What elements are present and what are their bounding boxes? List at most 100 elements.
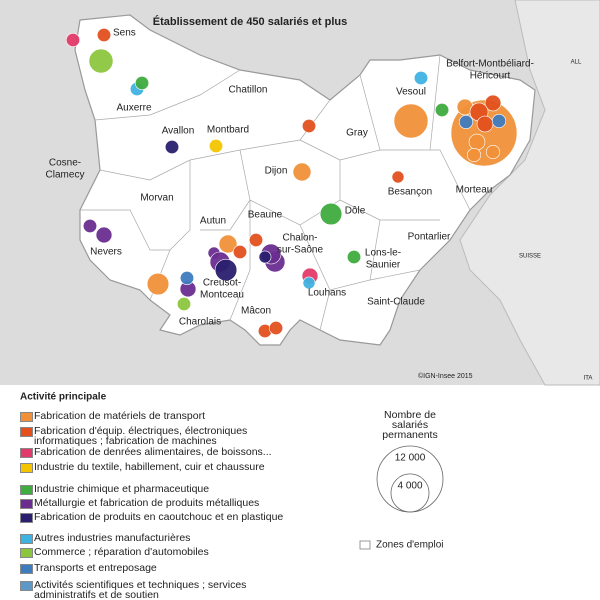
zones-label: Zones d'emploi xyxy=(376,540,444,551)
place-label: Montceau xyxy=(200,290,244,301)
place-label: Vesoul xyxy=(396,87,426,98)
establishment xyxy=(434,102,450,118)
establishment xyxy=(391,170,405,184)
place-label: Saunier xyxy=(366,260,401,271)
place-label: Auxerre xyxy=(116,103,151,114)
legend-swatch xyxy=(20,485,33,495)
place-label: Louhans xyxy=(308,288,346,299)
place-label: Charolais xyxy=(179,317,221,328)
establishment xyxy=(88,48,114,74)
legend-swatch xyxy=(20,499,33,509)
establishment xyxy=(393,103,429,139)
establishment xyxy=(491,113,507,129)
legend-swatch xyxy=(20,412,33,422)
place-label: Dijon xyxy=(265,166,288,177)
establishment xyxy=(82,218,98,234)
legend-label: Activités scientifiques et techniques ; … xyxy=(34,579,247,600)
establishment xyxy=(258,250,272,264)
establishment xyxy=(485,144,501,160)
place-label: Avallon xyxy=(162,126,195,137)
size-label: 4 000 xyxy=(397,481,422,492)
establishment xyxy=(346,249,362,265)
legend-label: Fabrication de denrées alimentaires, de … xyxy=(34,446,272,458)
place-label: Creusot- xyxy=(203,278,241,289)
size-legend: 12 000 4 000 xyxy=(376,445,444,513)
neighbour-label: ALL xyxy=(571,60,582,66)
place-label: Pontarlier xyxy=(408,232,451,243)
establishment xyxy=(214,258,238,282)
establishment xyxy=(65,32,81,48)
establishment xyxy=(146,272,170,296)
establishment xyxy=(232,244,248,260)
establishment xyxy=(218,234,238,254)
zones-swatch xyxy=(359,540,371,550)
establishment xyxy=(134,75,150,91)
establishment xyxy=(268,320,284,336)
establishment xyxy=(458,114,474,130)
legend-label: Industrie du textile, habillement, cuir … xyxy=(34,461,265,473)
place-label: Mâcon xyxy=(241,306,271,317)
establishment xyxy=(208,138,224,154)
place-label: Autun xyxy=(200,216,226,227)
legend-swatch xyxy=(20,534,33,544)
size-circle xyxy=(390,473,430,513)
legend-label: Autres industries manufacturières xyxy=(34,532,191,544)
legend-label: Fabrication de matériels de transport xyxy=(34,410,205,422)
map-title: Établissement de 450 salariés et plus xyxy=(153,15,347,28)
establishment xyxy=(176,296,192,312)
legend-label: Métallurgie et fabrication de produits m… xyxy=(34,497,260,509)
establishment xyxy=(413,70,429,86)
zone-borders xyxy=(80,54,471,331)
legend-swatch xyxy=(20,448,33,458)
legend-swatch xyxy=(20,427,33,437)
legend-label: Fabrication de produits en caoutchouc et… xyxy=(34,511,284,523)
size-legend-title: Nombre de salariés permanents xyxy=(382,409,438,441)
legend-swatch xyxy=(20,513,33,523)
place-label: Héricourt xyxy=(470,71,511,82)
place-label: Morteau xyxy=(456,185,493,196)
neighbour-area xyxy=(459,0,600,386)
place-label: Besançon xyxy=(388,187,432,198)
legend-swatch xyxy=(20,564,33,574)
place-label: Beaune xyxy=(248,210,283,221)
legend-label: Transports et entreposage xyxy=(34,562,157,574)
place-label: sur-Saône xyxy=(277,245,324,256)
legend-label: Commerce ; réparation d'automobiles xyxy=(34,546,209,558)
place-label: Chatillon xyxy=(229,85,268,96)
place-label: Lons-le- xyxy=(365,248,401,259)
legend-swatch xyxy=(20,548,33,558)
place-label: Nevers xyxy=(90,247,122,258)
place-label: Gray xyxy=(346,128,368,139)
establishment xyxy=(476,115,494,133)
establishment xyxy=(248,232,264,248)
legend-label: Industrie chimique et pharmaceutique xyxy=(34,483,210,495)
establishment xyxy=(468,133,486,151)
establishment xyxy=(95,226,113,244)
neighbour-label: ITA xyxy=(584,376,593,382)
place-label: Sens xyxy=(113,28,136,39)
establishment xyxy=(301,118,317,134)
place-label: Dôle xyxy=(345,206,366,217)
establishment xyxy=(484,94,502,112)
legend-swatch xyxy=(20,463,33,473)
place-label: Clamecy xyxy=(46,170,85,181)
establishment xyxy=(164,139,180,155)
neighbour-label: SUISSE xyxy=(519,254,541,260)
establishment xyxy=(319,202,343,226)
credit: ©IGN-Insee 2015 xyxy=(418,372,473,380)
place-label: Chalon- xyxy=(282,233,317,244)
place-label: Belfort-Montbéliard- xyxy=(446,59,534,70)
legend-swatch xyxy=(20,581,33,591)
place-label: Cosne- xyxy=(49,158,81,169)
legend-title: Activité principale xyxy=(20,392,107,403)
legend-label: Fabrication d'équip. électriques, électr… xyxy=(34,425,248,447)
establishment xyxy=(466,147,482,163)
place-label: Saint-Claude xyxy=(367,297,425,308)
establishment xyxy=(302,276,316,290)
place-label: Montbard xyxy=(207,125,249,136)
place-label: Morvan xyxy=(140,193,173,204)
establishment xyxy=(179,270,195,286)
size-label: 12 000 xyxy=(395,453,426,464)
